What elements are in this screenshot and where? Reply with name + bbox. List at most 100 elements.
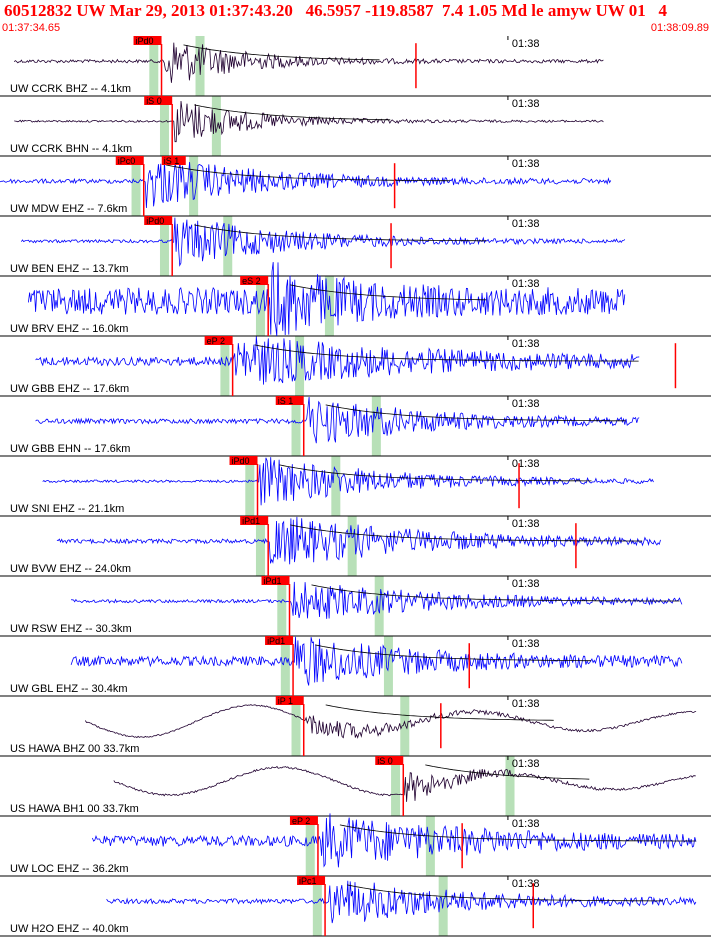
waveform: [106, 880, 697, 924]
pick-flag[interactable]: [115, 156, 144, 165]
waveform: [13, 42, 604, 83]
minute-tick-label: 01:38: [512, 338, 540, 350]
pick-label: iP 1: [278, 696, 293, 706]
trace-panel: 01:38 iPd1 UW RSW EHZ -- 30.3km: [0, 576, 711, 637]
waveform: [28, 262, 626, 337]
pick-label: iPd0: [146, 216, 164, 226]
minute-tick-label: 01:38: [512, 878, 540, 890]
station-label: UW MDW EHZ -- 7.6km: [10, 203, 127, 215]
pick-flag[interactable]: [275, 696, 304, 705]
phase-band: [277, 576, 287, 636]
station-label: UW BRV EHZ -- 16.0km: [10, 323, 128, 335]
end-time: 01:38:09.89: [650, 22, 709, 34]
pick-flag[interactable]: [144, 96, 173, 105]
station-label: UW GBL EHZ -- 30.4km: [10, 683, 128, 695]
trace-panel: 01:38 iP 1 US HAWA BHZ 00 33.7km: [0, 696, 711, 757]
waveform: [113, 765, 696, 802]
waveform: [71, 581, 683, 619]
minute-tick-label: 01:38: [512, 218, 540, 230]
phase-band: [347, 516, 357, 576]
pick-label: iPd1: [267, 636, 285, 646]
phase-band: [159, 96, 169, 156]
pick-flag[interactable]: [289, 816, 318, 825]
minute-tick-label: 01:38: [512, 698, 540, 710]
minute-tick-label: 01:38: [512, 38, 540, 50]
pick-flag[interactable]: [375, 756, 404, 765]
pick-flag[interactable]: [161, 156, 186, 165]
trace-panel: 01:38 iPd0 UW SNI EHZ -- 21.1km: [0, 456, 711, 517]
station-label: UW CCRK BHN -- 4.1km: [10, 143, 132, 155]
phase-band: [371, 396, 381, 456]
coda-curve: [315, 644, 592, 662]
coda-curve: [290, 524, 643, 542]
station-label: US HAWA BHZ 00 33.7km: [10, 743, 139, 755]
pick-label: iPd1: [264, 576, 282, 586]
minute-tick-label: 01:38: [512, 158, 540, 170]
pick-label: iS 1: [164, 156, 180, 166]
pick-label: iPc1: [299, 876, 317, 886]
waveform: [70, 636, 683, 686]
pick-flag[interactable]: [133, 36, 162, 45]
station-label: UW LOC EHZ -- 36.2km: [10, 863, 129, 875]
station-label: UW BVW EHZ -- 24.0km: [10, 563, 131, 575]
pick-flag[interactable]: [297, 876, 326, 885]
coda-curve: [183, 44, 380, 61]
coda-curve: [311, 584, 680, 602]
coda-curve: [339, 824, 696, 842]
pick-flag[interactable]: [144, 216, 173, 225]
trace-panel: 01:38 eS 2 UW BRV EHZ -- 16.0km: [0, 262, 711, 337]
coda-curve: [165, 164, 450, 182]
phase-band: [255, 516, 265, 576]
phase-band: [280, 636, 290, 696]
coda-curve: [290, 284, 487, 301]
coda-curve: [279, 464, 592, 482]
phase-band: [223, 216, 233, 276]
trace-panel: 01:38 iPd1 UW BVW EHZ -- 24.0km: [0, 516, 711, 577]
station-label: UW GBB EHZ -- 17.6km: [10, 383, 129, 395]
station-label: UW BEN EHZ -- 13.7km: [10, 263, 129, 275]
coda-curve: [194, 104, 391, 121]
coda-curve: [347, 884, 664, 902]
pick-flag[interactable]: [261, 576, 290, 585]
station-label: UW CCRK BHZ -- 4.1km: [10, 83, 131, 95]
phase-band: [312, 876, 322, 936]
station-label: US HAWA BH1 00 33.7km: [10, 803, 139, 815]
phase-band: [131, 156, 141, 216]
pick-flag[interactable]: [240, 516, 269, 525]
trace-panel: 01:38 eP 2 UW LOC EHZ -- 36.2km: [0, 813, 711, 877]
phase-band: [324, 276, 334, 336]
pick-label: iS 0: [146, 96, 162, 106]
station-label: UW GBB EHN -- 17.6km: [10, 443, 130, 455]
pick-label: iS 0: [377, 756, 393, 766]
station-label: UW SNI EHZ -- 21.1km: [10, 503, 124, 515]
pick-flag[interactable]: [229, 456, 258, 465]
coda-curve: [254, 344, 639, 362]
waveform: [42, 457, 654, 506]
waveform: [56, 516, 661, 565]
trace-panel: 01:38 iPd1 UW GBL EHZ -- 30.4km: [0, 636, 711, 697]
waveform: [84, 704, 697, 739]
pick-flag[interactable]: [204, 336, 233, 345]
waveform: [14, 100, 604, 143]
trace-panel: 01:38 iPd0 UW BEN EHZ -- 13.7km: [0, 216, 711, 277]
phase-band: [331, 456, 341, 516]
waveform: [20, 217, 626, 267]
phase-band: [291, 696, 301, 756]
station-label: UW H2O EHZ -- 40.0km: [10, 923, 129, 935]
minute-tick-label: 01:38: [512, 758, 540, 770]
station-label: UW RSW EHZ -- 30.3km: [10, 623, 132, 635]
pick-flag[interactable]: [275, 396, 304, 405]
phase-band: [220, 336, 230, 396]
coda-curve: [325, 704, 554, 721]
trace-panel: 01:38 iS 0 US HAWA BH1 00 33.7km: [0, 756, 711, 817]
trace-panel: 01:38 iPc1 UW H2O EHZ -- 40.0km: [0, 876, 711, 937]
waveform: [92, 813, 697, 868]
phase-band: [374, 576, 384, 636]
pick-label: iS 1: [278, 396, 294, 406]
minute-tick-label: 01:38: [512, 818, 540, 830]
phase-band: [305, 816, 315, 876]
pick-flag[interactable]: [265, 636, 294, 645]
coda-curve: [325, 404, 626, 422]
pick-flag[interactable]: [240, 276, 269, 285]
minute-tick-label: 01:38: [512, 98, 540, 110]
